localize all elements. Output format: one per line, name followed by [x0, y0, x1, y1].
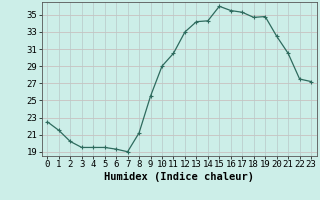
X-axis label: Humidex (Indice chaleur): Humidex (Indice chaleur) [104, 172, 254, 182]
